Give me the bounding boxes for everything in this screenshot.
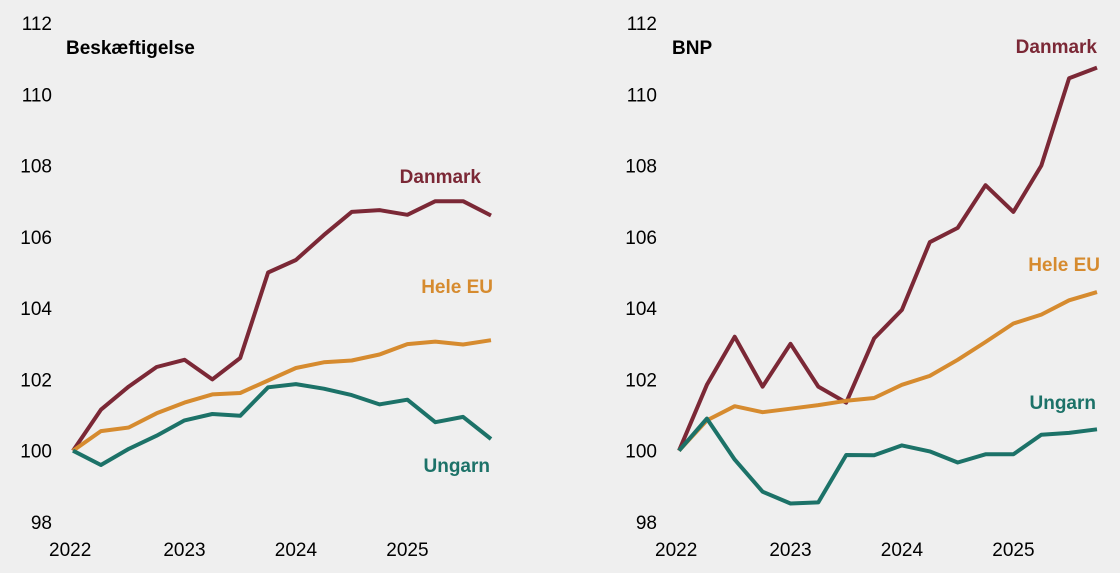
series-label-hele-eu: Hele EU — [1028, 255, 1100, 276]
y-tick-label: 106 — [625, 228, 657, 249]
series-label-danmark: Danmark — [1016, 37, 1098, 58]
series-lines — [677, 65, 1098, 506]
series-line-ungarn — [677, 416, 1098, 506]
chart-panel-bnp: BNP 98 100 102 104 106 108 110 112 2022 2023 2024… — [625, 14, 1100, 561]
y-tick-label: 112 — [627, 14, 657, 35]
x-tick-label: 2024 — [275, 540, 318, 561]
series-line-danmark — [71, 199, 492, 452]
panel-title: BNP — [672, 38, 712, 59]
x-tick-label: 2022 — [655, 540, 697, 561]
x-axis-ticks: 2022 2023 2024 2025 — [655, 540, 1035, 561]
series-lines — [71, 199, 493, 467]
series-line-danmark — [677, 65, 1098, 452]
x-tick-label: 2022 — [49, 540, 91, 561]
panel-title: Beskæftigelse — [66, 38, 195, 59]
y-tick-label: 98 — [636, 513, 657, 534]
x-tick-label: 2025 — [992, 540, 1034, 561]
y-tick-label: 98 — [31, 513, 52, 534]
x-tick-label: 2023 — [163, 540, 205, 561]
y-axis-ticks: 98 100 102 104 106 108 110 112 — [625, 14, 657, 534]
y-tick-label: 110 — [627, 85, 657, 106]
x-tick-label: 2023 — [769, 540, 811, 561]
y-tick-label: 100 — [20, 442, 52, 463]
y-tick-label: 112 — [22, 14, 52, 35]
x-tick-label: 2024 — [881, 540, 924, 561]
y-tick-label: 108 — [625, 157, 657, 178]
y-tick-label: 104 — [625, 299, 657, 320]
series-line-ungarn — [72, 382, 493, 467]
y-tick-label: 106 — [20, 228, 52, 249]
series-line-hele-eu — [677, 290, 1098, 453]
y-axis-ticks: 98 100 102 104 106 108 110 112 — [20, 14, 52, 534]
y-tick-label: 100 — [625, 442, 657, 463]
chart-panel-beskaeftigelse: Beskæftigelse 98 100 102 104 106 108 110 112 20… — [20, 14, 493, 561]
y-tick-label: 102 — [625, 370, 657, 391]
series-line-hele-eu — [71, 338, 492, 453]
y-tick-label: 102 — [20, 370, 52, 391]
series-label-danmark: Danmark — [400, 167, 482, 188]
y-tick-label: 104 — [20, 299, 52, 320]
series-label-ungarn: Ungarn — [424, 456, 491, 477]
series-label-hele-eu: Hele EU — [421, 277, 493, 298]
x-axis-ticks: 2022 2023 2024 2025 — [49, 540, 429, 561]
series-label-ungarn: Ungarn — [1030, 393, 1097, 414]
y-tick-label: 110 — [22, 85, 52, 106]
y-tick-label: 108 — [20, 157, 52, 178]
x-tick-label: 2025 — [386, 540, 428, 561]
